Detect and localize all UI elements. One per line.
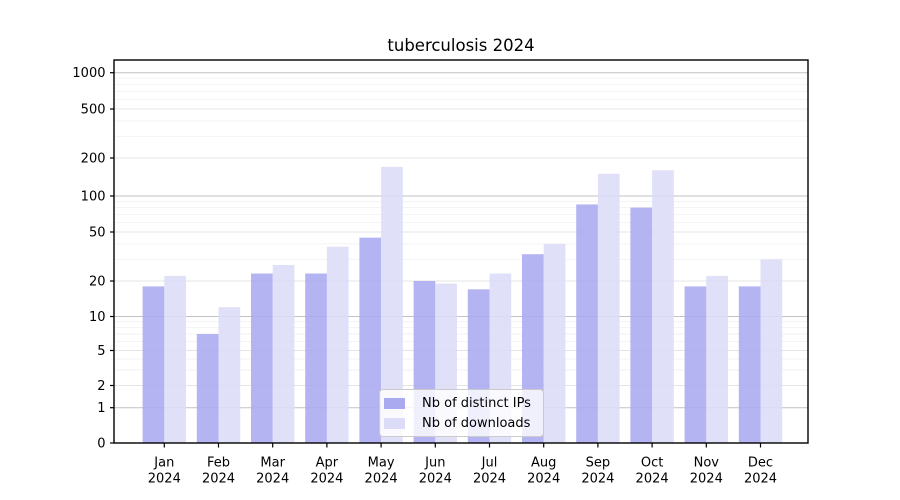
x-tick-label-year-dec: 2024	[744, 472, 777, 487]
bar-nb-of-distinct-ips-jan	[142, 286, 165, 443]
x-tick-label-year-may: 2024	[365, 472, 398, 487]
bar-nb-of-downloads-apr	[326, 246, 349, 443]
x-tick-label-year-aug: 2024	[527, 472, 560, 487]
legend-item-distinct-ips: Nb of distinct IPs	[384, 396, 539, 410]
axes-spines	[113, 59, 809, 444]
x-tick-label-month-jan: Jan	[153, 456, 174, 471]
bar-nb-of-distinct-ips-dec	[738, 286, 761, 443]
x-tick-label-month-aug: Aug	[531, 456, 556, 471]
x-tick-label-month-sep: Sep	[586, 456, 611, 471]
legend-label-downloads: Nb of downloads	[422, 415, 531, 431]
x-tick-label-month-may: May	[368, 456, 395, 471]
x-tick-label-month-feb: Feb	[207, 456, 230, 471]
x-tick-label-year-sep: 2024	[581, 472, 614, 487]
x-tick-label-year-feb: 2024	[202, 472, 235, 487]
x-tick-label-month-apr: Apr	[316, 456, 339, 471]
bar-nb-of-downloads-sep	[597, 173, 620, 443]
legend-swatch-downloads	[384, 417, 405, 429]
minor-gridlines	[114, 77, 808, 371]
x-tick-label-month-dec: Dec	[748, 456, 773, 471]
y-axis: 0 1 2 5 10 20 50 100 200 500 1000	[72, 66, 114, 452]
legend: Nb of distinct IPs Nb of downloads	[379, 389, 544, 437]
bar-nb-of-distinct-ips-mar	[251, 273, 273, 443]
x-tick-label-year-mar: 2024	[256, 472, 289, 487]
y-tick-label-0: 0	[97, 437, 105, 452]
chart-title: tuberculosis 2024	[387, 36, 535, 55]
bar-nb-of-distinct-ips-apr	[305, 273, 327, 443]
bar-nb-of-downloads-jan	[164, 275, 186, 443]
legend-swatch-distinct-ips	[384, 397, 405, 409]
y-tick-label-2: 2	[97, 379, 105, 394]
y-tick-label-5: 5	[97, 344, 105, 359]
bar-nb-of-downloads-may	[381, 166, 403, 444]
x-tick-label-month-oct: Oct	[641, 456, 663, 471]
bar-nb-of-downloads-mar	[272, 264, 295, 443]
bar-nb-of-downloads-dec	[760, 259, 783, 443]
x-tick-label-year-oct: 2024	[636, 472, 669, 487]
y-tick-label-1: 1	[97, 401, 105, 416]
y-tick-label-1000: 1000	[72, 66, 105, 81]
legend-label-distinct-ips: Nb of distinct IPs	[422, 395, 531, 411]
bar-nb-of-distinct-ips-oct	[630, 207, 653, 443]
y-tick-label-100: 100	[81, 190, 106, 205]
x-tick-label-year-jun: 2024	[419, 472, 452, 487]
x-tick-label-year-jan: 2024	[148, 472, 181, 487]
bar-nb-of-downloads-nov	[706, 275, 728, 443]
y-tick-label-50: 50	[89, 226, 106, 241]
y-tick-label-500: 500	[81, 103, 106, 118]
x-tick-label-year-apr: 2024	[310, 472, 343, 487]
x-tick-label-month-jul: Jul	[481, 456, 498, 471]
bar-nb-of-downloads-feb	[218, 307, 241, 443]
x-tick-label-month-mar: Mar	[260, 456, 285, 471]
x-tick-label-year-jul: 2024	[473, 472, 506, 487]
y-tick-label-10: 10	[89, 310, 106, 325]
x-axis: Jan2024Feb2024Mar2024Apr2024May2024Jun20…	[148, 443, 777, 487]
x-tick-label-month-nov: Nov	[694, 456, 720, 471]
x-tick-label-year-nov: 2024	[690, 472, 723, 487]
bar-nb-of-distinct-ips-feb	[196, 333, 219, 443]
bar-nb-of-distinct-ips-sep	[576, 204, 598, 443]
y-tick-label-20: 20	[89, 275, 106, 290]
y-tick-label-200: 200	[81, 152, 106, 167]
bar-nb-of-distinct-ips-may	[359, 237, 382, 443]
bar-nb-of-distinct-ips-nov	[684, 286, 707, 443]
legend-item-downloads: Nb of downloads	[384, 416, 539, 430]
bar-nb-of-downloads-aug	[543, 243, 566, 443]
bar-nb-of-downloads-oct	[652, 170, 674, 443]
x-tick-label-month-jun: Jun	[424, 456, 445, 471]
bars	[142, 166, 783, 444]
